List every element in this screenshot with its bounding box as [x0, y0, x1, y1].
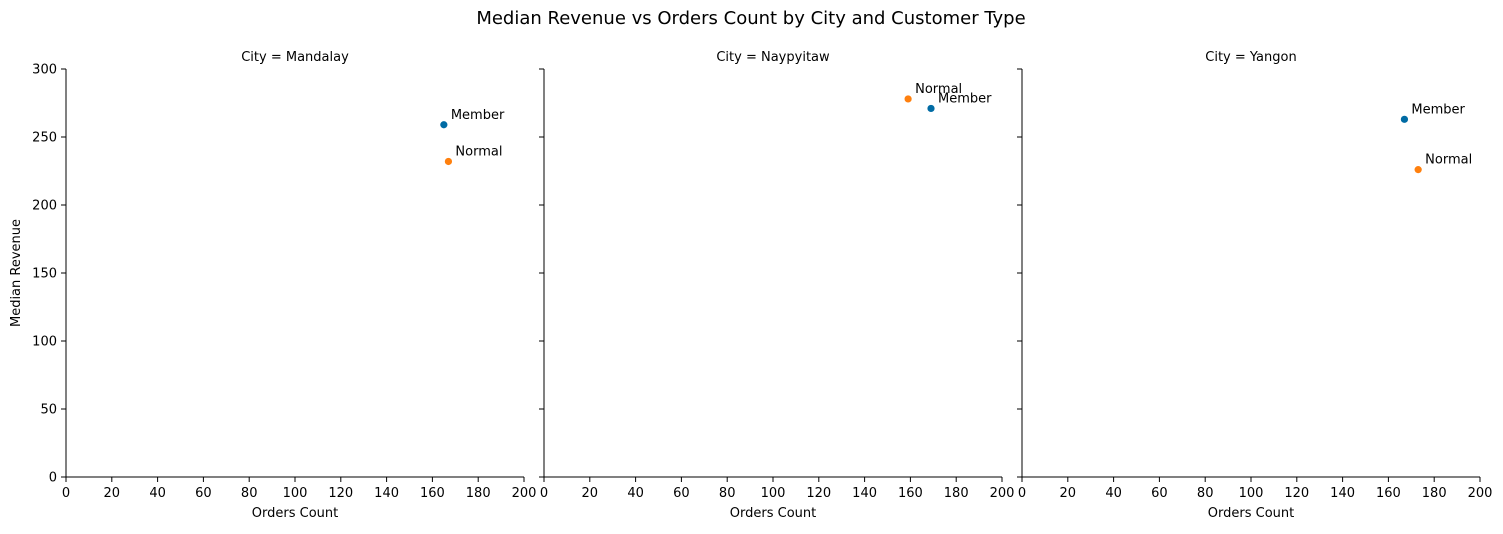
point-label: Normal: [915, 82, 962, 97]
x-tick-label: 60: [1151, 486, 1168, 501]
x-tick-label: 140: [1330, 486, 1355, 501]
x-tick-label: 200: [1468, 486, 1493, 501]
x-tick-label: 160: [420, 486, 445, 501]
x-axis-label: Orders Count: [1208, 506, 1294, 521]
x-tick-label: 100: [761, 486, 786, 501]
scatter-point-member: [1400, 115, 1409, 123]
scatter-point-normal: [1414, 166, 1422, 174]
point-label: Member: [451, 108, 505, 123]
y-tick-label: 50: [40, 403, 57, 418]
facet-panel-2: City = Naypyitaw 0 20 40 60 80 100 120 140 160 180…: [539, 50, 1014, 521]
point-label: Member: [938, 91, 992, 106]
x-tick-label: 60: [673, 486, 690, 501]
x-tick-label: 40: [1105, 486, 1122, 501]
x-tick-label: 200: [512, 486, 537, 501]
x-tick-label: 60: [195, 486, 212, 501]
facet-panel-1: City = Mandalay 0 50 100 150 200 250 300 0 20 40 60…: [9, 50, 536, 521]
x-tick-label: 120: [328, 486, 353, 501]
y-axis-label: Median Revenue: [9, 219, 24, 327]
y-tick-label: 250: [32, 131, 57, 146]
scatter-point-member: [927, 104, 935, 113]
x-tick-label: 180: [1422, 486, 1447, 501]
x-tick-label: 0: [540, 486, 548, 501]
facet-title: City = Naypyitaw: [716, 50, 830, 65]
facet-title: City = Mandalay: [241, 50, 349, 65]
y-tick-label: 200: [32, 199, 57, 214]
x-tick-label: 20: [1060, 486, 1077, 501]
x-tick-label: 200: [990, 486, 1015, 501]
x-tick-label: 180: [466, 486, 491, 501]
x-tick-label: 20: [104, 486, 121, 501]
x-tick-label: 140: [852, 486, 877, 501]
x-tick-label: 120: [1284, 486, 1309, 501]
point-label: Member: [1411, 102, 1465, 117]
x-tick-label: 140: [374, 486, 399, 501]
x-tick-label: 40: [627, 486, 644, 501]
y-tick-label: 300: [32, 63, 57, 78]
x-tick-label: 100: [283, 486, 308, 501]
x-tick-label: 80: [719, 486, 736, 501]
x-tick-label: 180: [944, 486, 969, 501]
figure-title: Median Revenue vs Orders Count by City a…: [476, 8, 1025, 29]
x-tick-label: 0: [62, 486, 70, 501]
x-tick-label: 160: [1376, 486, 1401, 501]
scatter-point-normal: [904, 95, 912, 103]
y-tick-label: 150: [32, 267, 57, 282]
x-tick-label: 160: [898, 486, 923, 501]
x-tick-label: 120: [806, 486, 831, 501]
scatter-point-normal: [444, 157, 453, 166]
scatter-point-member: [440, 121, 448, 129]
y-tick-label: 0: [49, 471, 57, 486]
x-tick-label: 0: [1018, 486, 1026, 501]
y-tick-label: 100: [32, 335, 57, 350]
x-axis-label: Orders Count: [730, 506, 816, 521]
x-tick-label: 80: [1197, 486, 1214, 501]
x-tick-label: 20: [582, 486, 599, 501]
facet-panel-3: City = Yangon 0 20 40 60 80 100 120 140 160 180 200…: [1017, 50, 1492, 521]
x-axis-label: Orders Count: [252, 506, 338, 521]
x-tick-label: 40: [149, 486, 166, 501]
x-tick-label: 100: [1239, 486, 1264, 501]
point-label: Normal: [455, 144, 502, 159]
x-tick-label: 80: [241, 486, 258, 501]
point-label: Normal: [1425, 153, 1472, 168]
facet-title: City = Yangon: [1205, 50, 1296, 65]
